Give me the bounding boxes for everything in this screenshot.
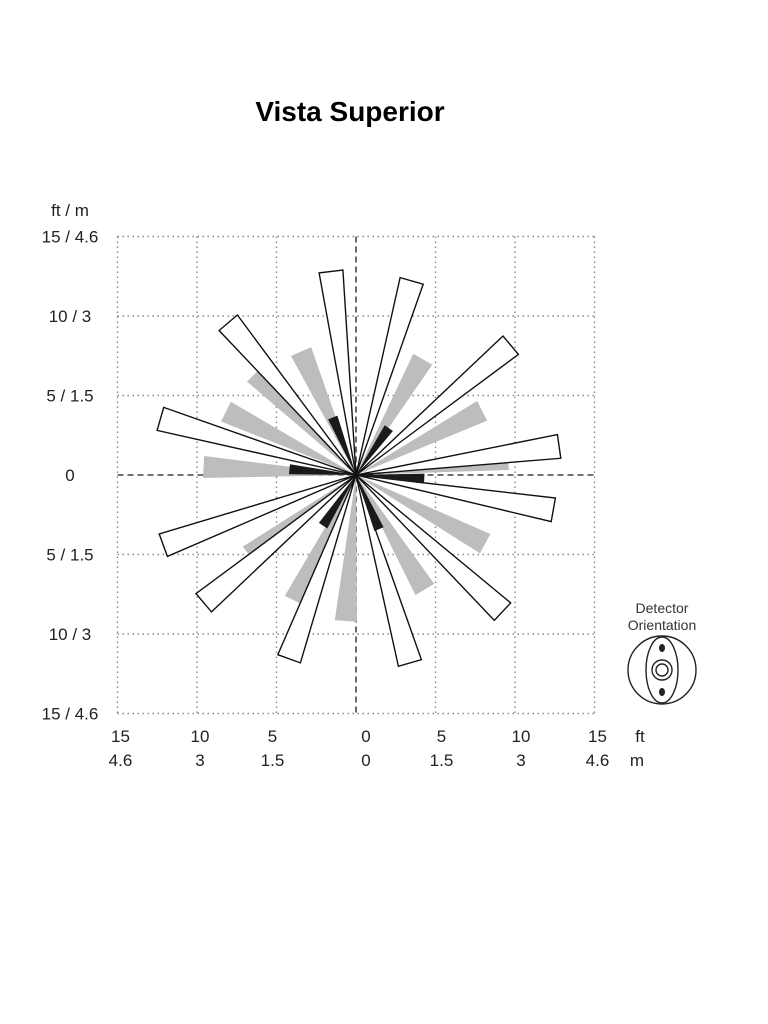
long-range-zone xyxy=(355,276,425,476)
short-range-zone xyxy=(328,415,356,475)
long-range-zone xyxy=(318,269,357,476)
x-tick-label-m: 3 xyxy=(195,751,204,770)
short-range-zone xyxy=(356,473,425,484)
mid-range-zone xyxy=(221,401,356,475)
mid-range-zone xyxy=(334,475,357,622)
x-tick-label-m: 3 xyxy=(516,751,525,770)
long-range-zone xyxy=(276,474,357,664)
axis-labels: 15 / 4.6 10 / 3 5 / 1.5 0 5 / 1.5 10 / 3 15 / … xyxy=(42,228,645,771)
y-axis-unit-label: ft / m xyxy=(51,201,89,220)
x-tick-label-m: 4.6 xyxy=(109,751,133,770)
legend-line-1: Detector xyxy=(636,600,689,616)
long-range-zone xyxy=(355,334,520,476)
long-range-zone xyxy=(156,406,357,476)
x-axis-unit-ft: ft xyxy=(635,727,645,746)
y-tick-label: 15 / 4.6 xyxy=(42,705,99,724)
legend: Detector Orientation xyxy=(627,600,697,705)
y-tick-label: 5 / 1.5 xyxy=(46,546,93,565)
mid-range-zone xyxy=(291,347,356,475)
long-range-zone xyxy=(355,474,557,523)
mid-range-zone xyxy=(356,475,491,554)
y-tick-label: 10 / 3 xyxy=(49,625,92,644)
long-range-zone xyxy=(355,474,512,622)
short-range-zone xyxy=(289,464,356,475)
x-tick-label-ft: 0 xyxy=(361,727,370,746)
mid-range-zone xyxy=(356,401,488,475)
y-tick-label: 0 xyxy=(65,466,74,485)
x-tick-label-ft: 15 xyxy=(588,727,607,746)
y-tick-label: 10 / 3 xyxy=(49,307,92,326)
x-tick-label-m: 1.5 xyxy=(261,751,285,770)
x-tick-label-ft: 10 xyxy=(191,727,210,746)
detection-zones xyxy=(156,269,562,668)
short-range-zone xyxy=(318,475,356,529)
detector-orientation-icon xyxy=(627,635,697,705)
long-range-zone xyxy=(355,433,562,476)
short-range-zone xyxy=(356,425,393,475)
x-tick-label-ft: 15 xyxy=(111,727,130,746)
x-axis-unit-m: m xyxy=(630,751,644,770)
y-tick-label: 5 / 1.5 xyxy=(46,387,93,406)
x-tick-label-ft: 5 xyxy=(268,727,277,746)
diagram-title: Vista Superior xyxy=(255,96,445,127)
x-tick-label-m: 4.6 xyxy=(586,751,610,770)
x-tick-label-m: 0 xyxy=(361,751,370,770)
mid-range-zone xyxy=(247,366,356,475)
short-range-zone xyxy=(356,475,384,532)
long-range-zone xyxy=(158,474,357,558)
mid-range-zone xyxy=(356,475,435,596)
long-range-zone xyxy=(218,313,357,476)
y-tick-label: 15 / 4.6 xyxy=(42,228,99,247)
legend-line-2: Orientation xyxy=(628,617,696,633)
x-tick-label-ft: 5 xyxy=(437,727,446,746)
x-tick-label-m: 1.5 xyxy=(430,751,454,770)
long-range-zone xyxy=(194,474,357,613)
x-tick-label-ft: 10 xyxy=(512,727,531,746)
